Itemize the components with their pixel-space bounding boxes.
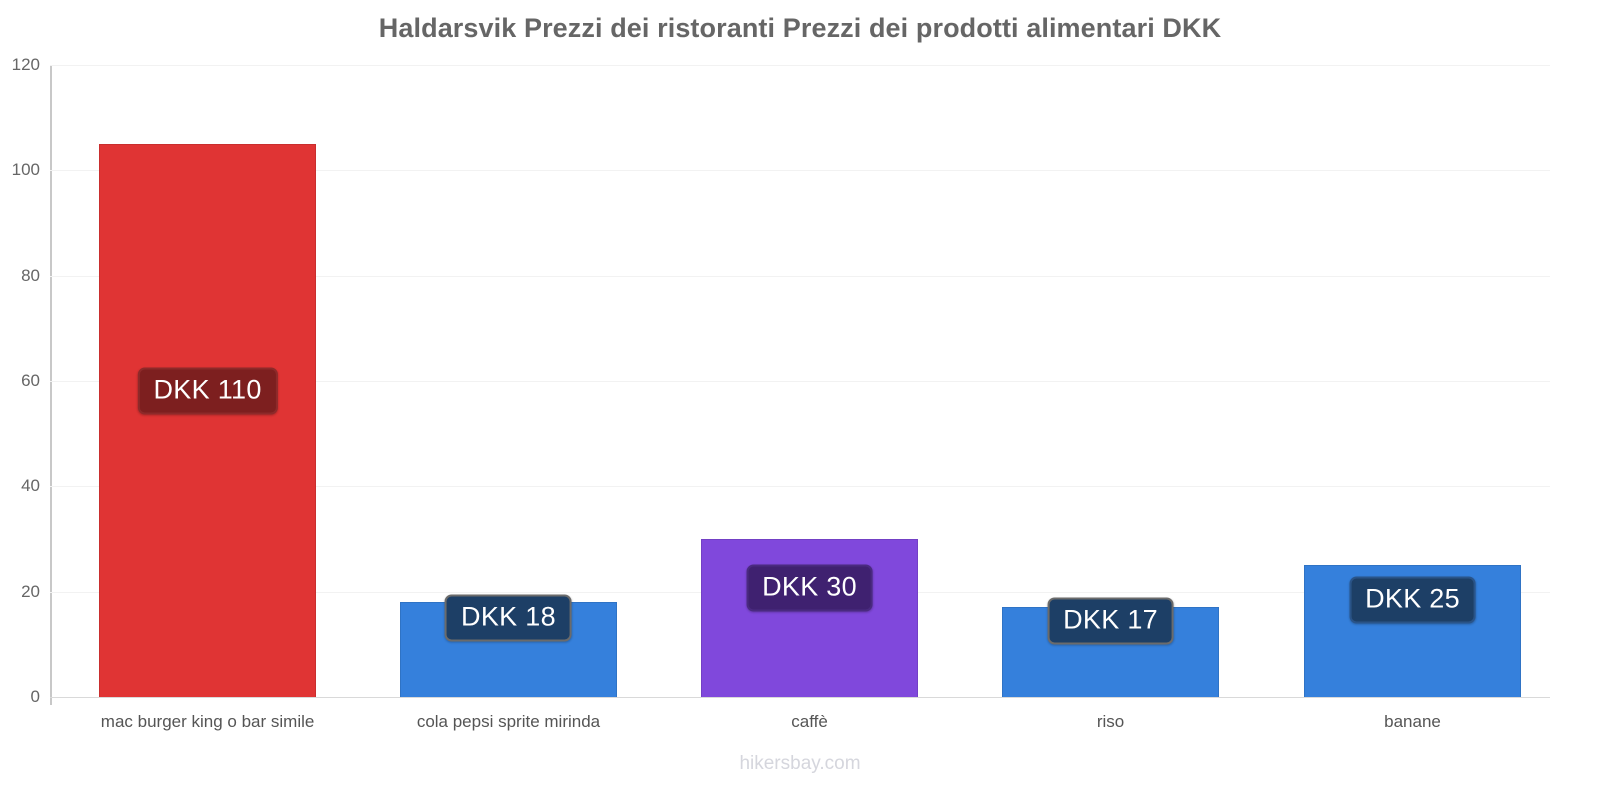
x-axis-tick-labels: mac burger king o bar simile cola pepsi s… (50, 712, 1550, 742)
gridline (50, 65, 1550, 66)
footer-watermark: hikersbay.com (739, 753, 861, 774)
bar-value-label: DKK 25 (1349, 576, 1476, 624)
y-axis-tick-label: 20 (21, 581, 40, 601)
x-axis-tick-label: cola pepsi sprite mirinda (416, 712, 601, 731)
y-axis-tick-label: 40 (21, 476, 40, 496)
gridline (50, 170, 1550, 172)
x-axis-tick-label: banane (1384, 712, 1441, 731)
page-title: Haldarsvik Prezzi dei ristoranti Prezzi … (378, 13, 1222, 43)
y-axis-tick-label: 60 (21, 371, 40, 390)
x-axis-tick-label: riso (1096, 712, 1125, 731)
y-axis-tick-labels: 0 20 40 60 80 100 120 (0, 55, 40, 706)
y-axis-line (50, 65, 52, 705)
y-axis-tick-label: 0 (30, 687, 40, 706)
bar-value-label: DKK 30 (746, 564, 873, 612)
gridline (50, 486, 1550, 488)
plot-area: DKK 110 DKK 18 DKK 30 DKK 17 DKK 25 (50, 65, 1550, 698)
bar-value-label: DKK 18 (445, 594, 572, 642)
gridline (50, 697, 1550, 698)
y-axis-tick-label: 120 (11, 55, 40, 74)
y-axis-tick-label: 100 (11, 160, 40, 180)
bar-value-label: DKK 17 (1047, 597, 1174, 645)
bar-value-label: DKK 110 (137, 367, 278, 415)
x-axis-tick-label: mac burger king o bar simile (100, 712, 315, 731)
bar[interactable] (701, 539, 919, 697)
bar[interactable] (99, 144, 317, 697)
y-axis-tick-label: 80 (21, 265, 40, 285)
x-axis-tick-label: caffè (791, 712, 828, 731)
gridline (50, 275, 1550, 277)
gridline (50, 381, 1550, 382)
